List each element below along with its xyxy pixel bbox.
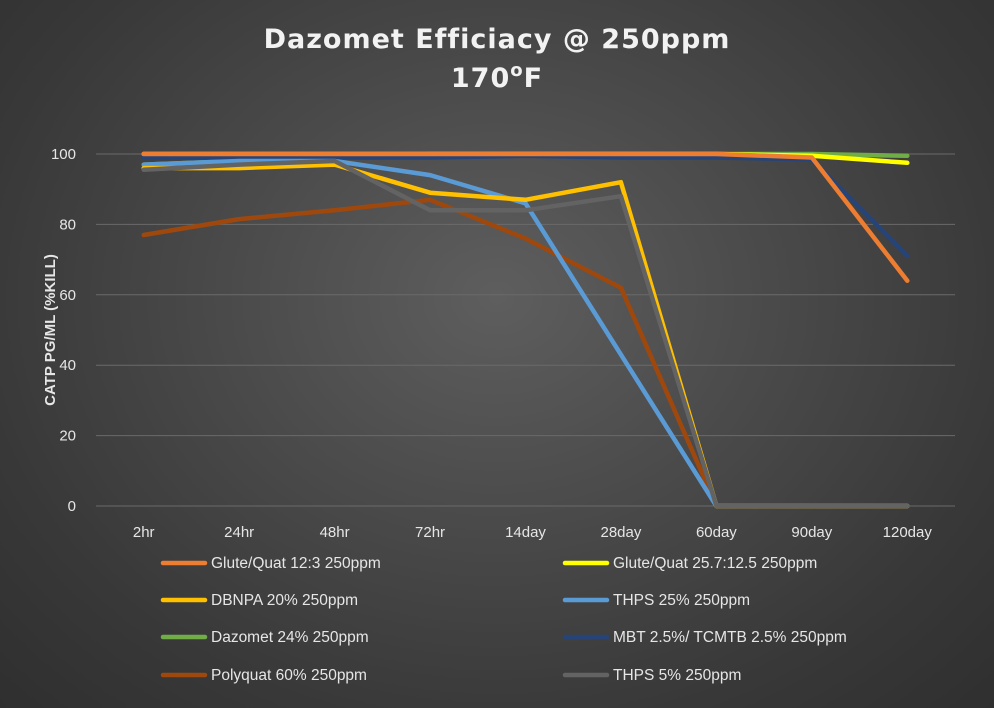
series-line-7: [141, 158, 910, 509]
x-tick-label: 120day: [883, 524, 933, 541]
legend-label: Glute/Quat 25.7:12.5 250ppm: [613, 555, 817, 572]
x-tick-label: 90day: [791, 524, 832, 541]
x-tick-label: 60day: [696, 524, 737, 541]
y-tick-label: 80: [59, 216, 76, 233]
x-tick-label: 14day: [505, 524, 546, 541]
legend-label: THPS 5% 250ppm: [613, 667, 741, 684]
x-axis-ticks: 2hr 24hr 48hr 72hr 14day 28day 60day 90day 120da…: [133, 524, 933, 541]
legend-label: Glute/Quat 12:3 250ppm: [211, 555, 381, 572]
x-tick-label: 48hr: [320, 524, 350, 541]
chart-title-text: Dazomet Efficiacy @ 250ppm: [264, 24, 731, 55]
chart-subtitle: 170oF: [451, 60, 543, 94]
chart-subtitle-unit: F: [524, 63, 543, 94]
y-tick-label: 100: [51, 146, 76, 163]
y-tick-label: 0: [68, 498, 76, 515]
y-axis-title: CATP PG/ML (%KILL): [42, 254, 59, 406]
x-tick-label: 2hr: [133, 524, 155, 541]
legend-label: MBT 2.5%/ TCMTB 2.5% 250ppm: [613, 629, 847, 646]
x-tick-label: 28day: [601, 524, 642, 541]
legend-label: DBNPA 20% 250ppm: [211, 592, 358, 609]
y-tick-label: 20: [59, 428, 76, 445]
series-line-3: [141, 158, 910, 509]
y-axis-ticks: 0 20 40 60 80 100: [51, 146, 76, 515]
series-line-0: [141, 151, 910, 283]
legend-label: Dazomet 24% 250ppm: [211, 629, 369, 646]
legend-label: Polyquat 60% 250ppm: [211, 667, 367, 684]
x-tick-label: 72hr: [415, 524, 445, 541]
y-tick-label: 40: [59, 357, 76, 374]
chart-subtitle-value: 170: [451, 63, 510, 94]
legend: Glute/Quat 12:3 250ppm Glute/Quat 25.7:12…: [160, 555, 847, 684]
x-tick-label: 24hr: [224, 524, 254, 541]
y-tick-label: 60: [59, 287, 76, 304]
series-line-6: [141, 197, 910, 509]
chart-subtitle-degree: o: [510, 60, 523, 81]
chart-title: Dazomet Efficiacy @ 250ppm 170oF: [264, 24, 731, 94]
plot-area: [141, 151, 910, 509]
legend-label: THPS 25% 250ppm: [613, 592, 750, 609]
